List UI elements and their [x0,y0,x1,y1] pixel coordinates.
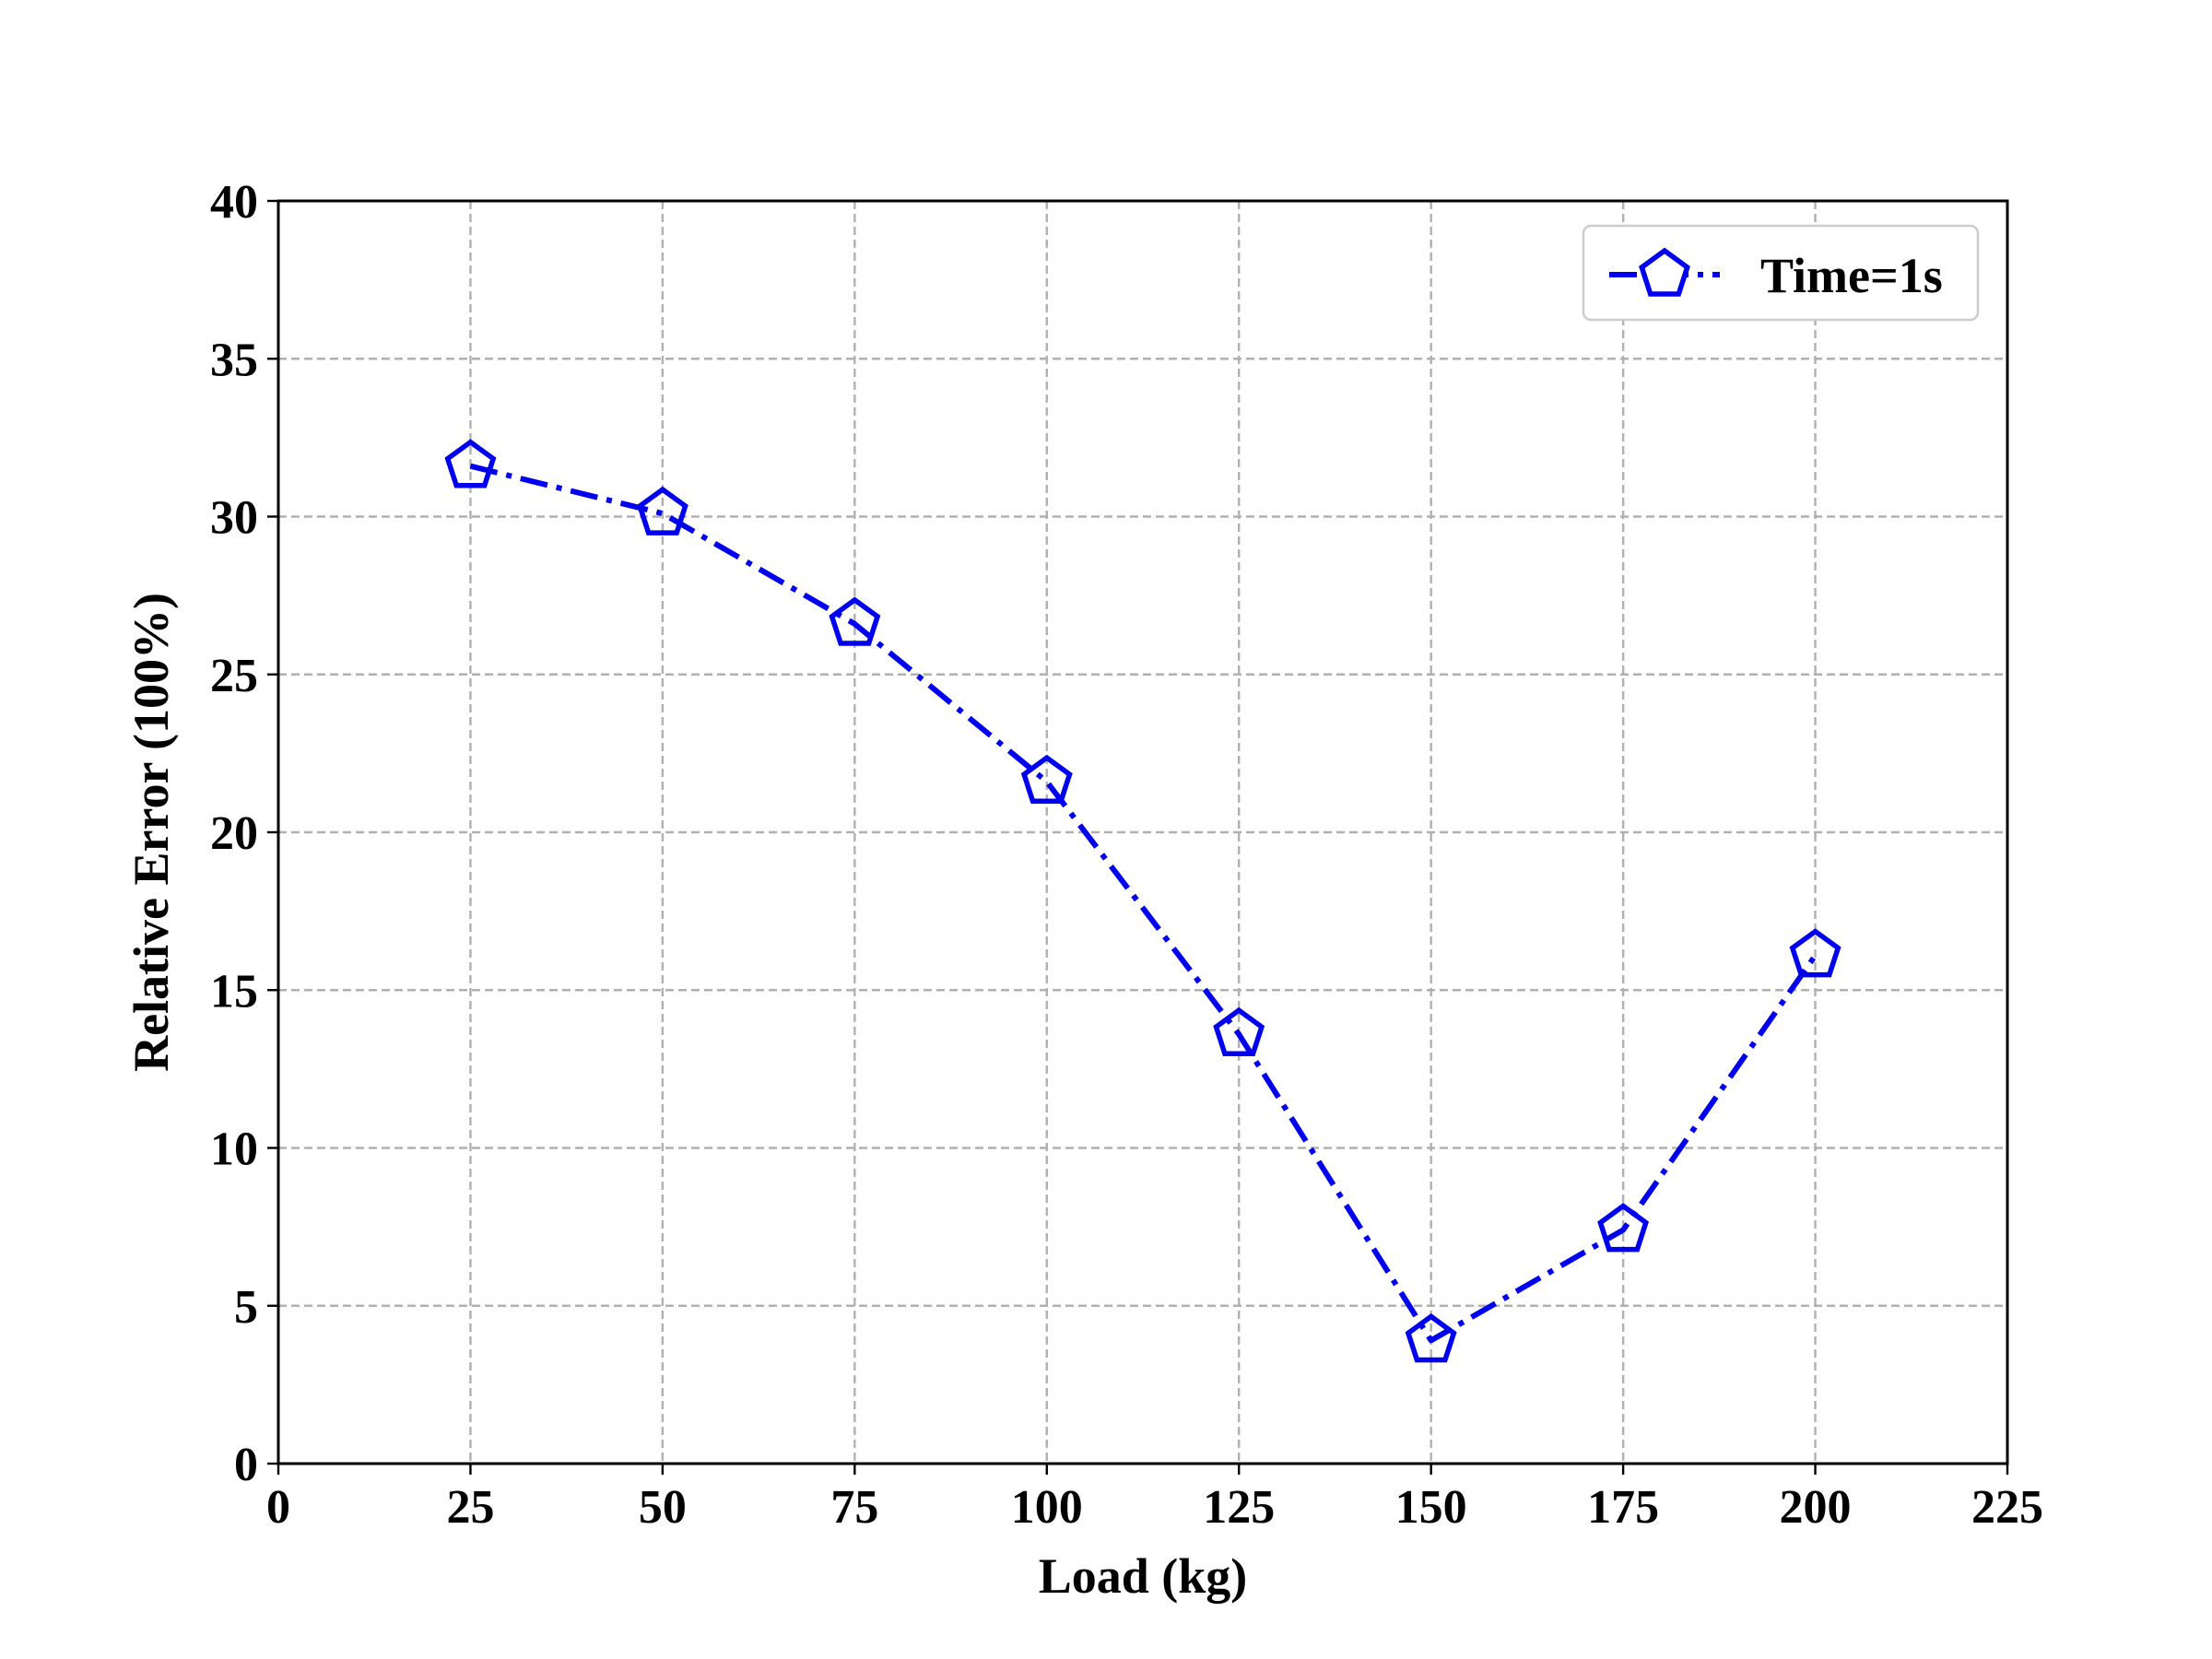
legend-box [1582,224,1980,322]
data-point [1020,754,1073,804]
legend-pentagon-marker [1639,247,1690,297]
data-point [444,439,497,488]
series-line [469,463,1818,1344]
data-point [1213,1006,1265,1056]
y-tick-label: 30 [210,492,258,545]
legend: Time=1s [1582,224,1980,322]
grid [278,201,2007,1464]
x-tick-label: 200 [1780,1481,1852,1534]
data-point [1597,1203,1650,1253]
x-tick-label: 125 [1203,1481,1275,1534]
data-point [1789,928,1841,978]
x-tick-label: 225 [1971,1481,2043,1534]
data-point [636,486,688,535]
x-tick-label: 175 [1587,1481,1659,1534]
y-tick-label: 5 [234,1281,258,1334]
y-tick-label: 25 [210,650,258,702]
data-point [829,596,881,646]
axis-ticks: 0 25 50 75 100 125 150 175 200 225 0 5 10 15 20 25 30 35 4… [210,176,2043,1534]
data-point [1405,1312,1457,1363]
y-axis-label: Relative Error (100%) [124,593,179,1072]
x-tick-label: 50 [639,1481,687,1534]
legend-label: Time=1s [1760,248,1943,303]
y-tick-label: 0 [234,1439,258,1491]
y-tick-label: 20 [210,807,258,860]
x-tick-label: 150 [1395,1481,1467,1534]
series-layer [444,439,1841,1363]
y-tick-label: 15 [210,965,258,1018]
y-tick-label: 35 [210,334,258,386]
x-tick-label: 75 [830,1481,878,1534]
y-tick-label: 10 [210,1124,258,1176]
x-axis-label: Load (kg) [1039,1548,1248,1604]
y-tick-label: 40 [210,176,258,229]
x-tick-label: 0 [266,1481,290,1534]
x-tick-label: 25 [446,1481,494,1534]
x-tick-label: 100 [1011,1481,1083,1534]
